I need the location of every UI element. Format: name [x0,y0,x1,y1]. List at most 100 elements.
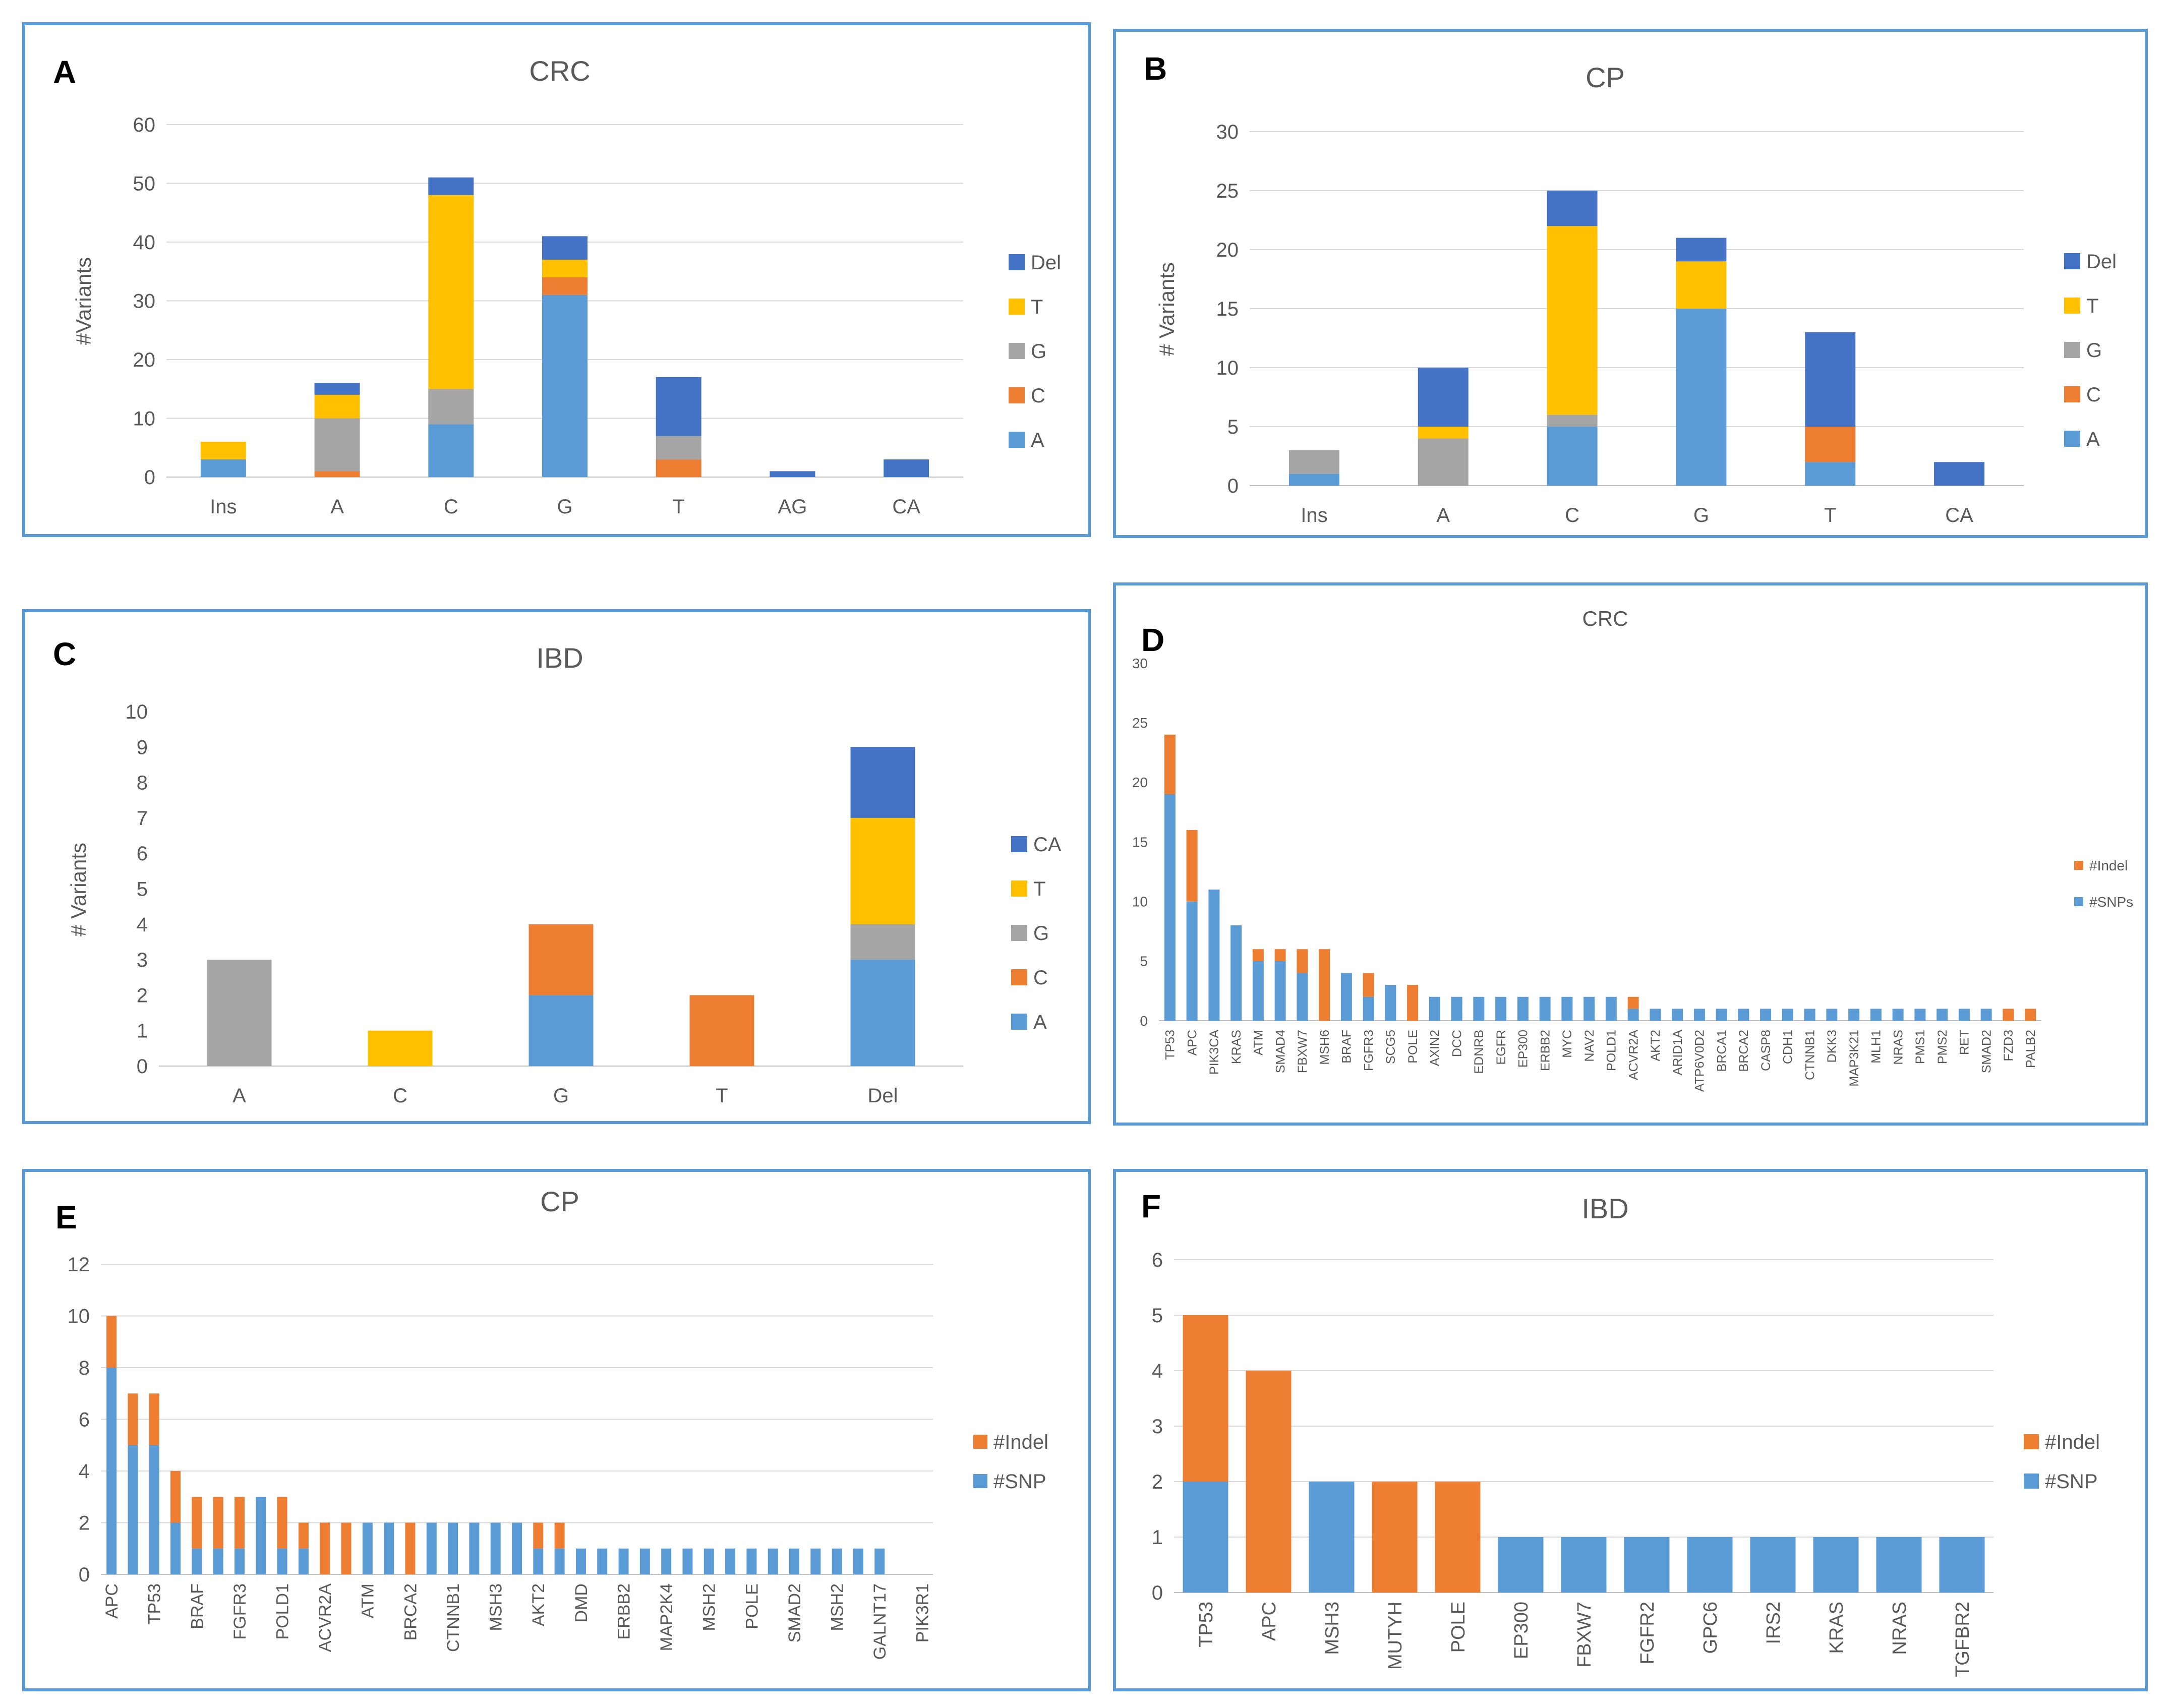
x-tick-label: EDNRB [1472,1030,1486,1074]
x-tick-label: AG [778,496,807,518]
bar-segment [213,1548,223,1574]
x-tick-label: Ins [1301,504,1327,526]
panel-c-ibd-bases: 0 1 2 3 4 5 6 7 8 9 10 A C G T Del IBD C # Variants CA T G C A [22,609,1091,1124]
bar-segment [1676,309,1727,486]
bar-segment [1547,427,1598,486]
bar-segment [314,394,360,419]
x-tick-label: MSH2 [700,1583,719,1631]
bar-segment [428,389,474,425]
y-tick-label: 5 [1140,954,1148,969]
bar-segment [314,418,360,472]
bar-segment [554,1548,565,1574]
bar-segment [426,1522,437,1574]
bar-segment [234,1497,245,1549]
panel-label: C [53,636,76,672]
x-tick-label: MSH3 [487,1583,506,1631]
bar-segment [192,1548,202,1574]
x-tick-label: CDH1 [1781,1030,1795,1064]
x-tick-label: MSH6 [1318,1030,1332,1065]
legend-swatch [2064,298,2080,314]
y-tick-label: 10 [126,701,148,723]
x-tick-label: SMAD4 [1273,1030,1287,1073]
bar-segment [1687,1537,1733,1593]
x-tick-label: ARID1A [1671,1030,1685,1076]
bar-segment [207,960,272,1066]
y-tick-label: 5 [1152,1305,1163,1327]
y-tick-label: 0 [1227,475,1239,497]
x-tick-label: MSH3 [1322,1602,1343,1655]
x-tick-label: DKK3 [1825,1030,1839,1063]
y-tick-label: 0 [79,1564,90,1586]
legend-label: Del [2086,251,2117,273]
bar-segment [1297,949,1308,973]
bar-segment [1230,925,1242,1021]
bar-segment [1804,1009,1815,1021]
x-tick-label: FGFR2 [1637,1602,1658,1665]
bar-segment [170,1471,181,1523]
bar-segment [1473,996,1485,1021]
bar-segment [1693,1009,1705,1021]
x-tick-label: APC [102,1583,122,1619]
legend-swatch [1011,1014,1027,1030]
legend-label: C [1033,967,1048,989]
x-tick-label: SMAD2 [1979,1030,1993,1073]
x-tick-label: SCG5 [1384,1030,1398,1064]
bar-segment [661,1548,672,1574]
bar-segment [384,1522,394,1574]
bar-segment [298,1548,309,1574]
y-axis-label: # Variants [1155,262,1179,356]
x-tick-label: T [672,496,684,518]
x-tick-label: CA [892,496,920,518]
y-tick-label: 50 [133,173,156,195]
legend-label: C [1031,385,1045,407]
legend-label: Del [1031,252,1061,274]
legend-label: #SNP [993,1470,1046,1493]
bar-segment [149,1393,159,1445]
bar-segment [533,1522,544,1549]
x-tick-label: AXIN2 [1428,1030,1442,1066]
y-tick-label: 3 [137,949,148,971]
x-tick-label: BRCA2 [1737,1030,1751,1072]
bar-segment [529,924,594,995]
x-tick-label: CTNNB1 [1803,1030,1817,1080]
bar-segment [277,1497,287,1549]
legend-swatch [2024,1474,2039,1489]
bar-segment [428,424,474,477]
bar-segment [1561,996,1573,1021]
x-tick-label: DCC [1450,1030,1464,1057]
x-tick-label: PIK3CA [1207,1030,1221,1075]
panel-label: F [1141,1188,1161,1224]
bar-segment [789,1548,799,1574]
bar-segment [200,442,246,460]
chart-title: CRC [1582,607,1628,630]
legend-swatch [1009,387,1025,403]
y-tick-label: 0 [137,1055,148,1078]
legend-swatch [1011,925,1027,941]
y-tick-label: 0 [1152,1582,1163,1604]
bar-segment [1892,1009,1904,1021]
x-tick-label: A [330,496,344,518]
y-tick-label: 25 [1216,180,1239,202]
bar-segment [1805,427,1856,462]
y-tick-label: 6 [79,1409,90,1431]
bar-segment [1870,1009,1882,1021]
bar-segment [1876,1537,1922,1593]
bar-segment [192,1497,202,1549]
legend-swatch [2064,342,2080,358]
y-tick-label: 10 [133,408,156,430]
x-tick-label: CA [1945,504,1973,526]
bar-segment [234,1548,245,1574]
bar-segment [1418,427,1469,439]
bar-segment [850,960,915,1066]
bar-segment [850,817,915,924]
bar-segment [703,1548,714,1574]
x-tick-label: POLE [1406,1030,1420,1064]
y-axis-label: #Variants [72,257,95,345]
x-tick-label: NRAS [1889,1602,1910,1655]
bar-segment [1274,961,1286,1021]
legend-swatch [1011,836,1027,852]
bar-segment [1252,961,1264,1021]
x-tick-label: CTNNB1 [444,1583,463,1652]
bar-segment [1627,1009,1639,1021]
bar-segment [1252,949,1264,961]
